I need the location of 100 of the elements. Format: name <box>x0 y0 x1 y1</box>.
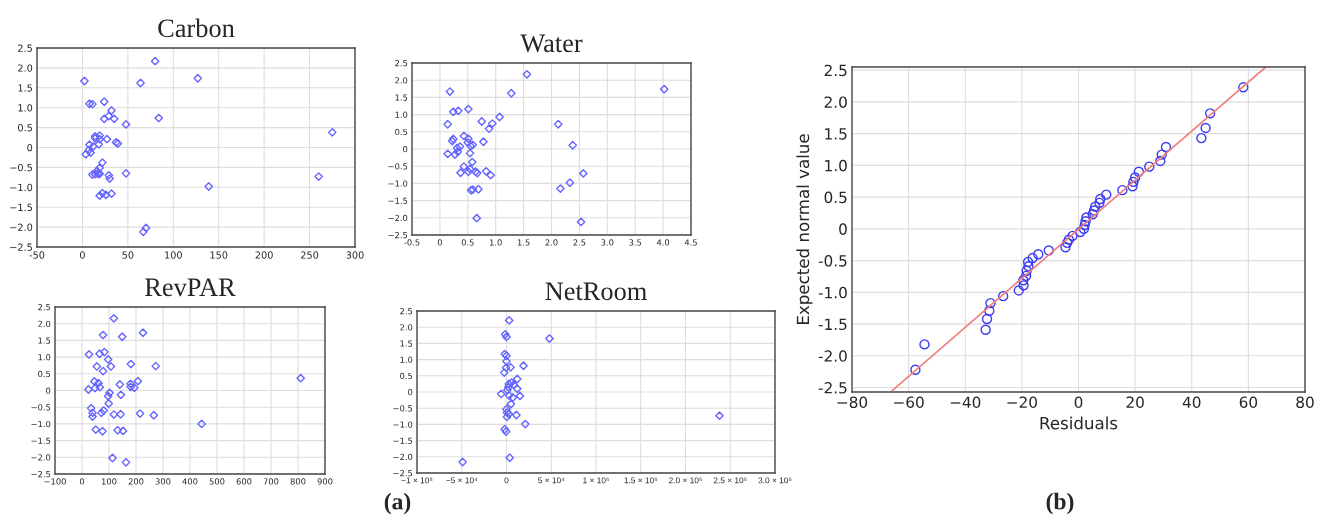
y-tick-label: −0.5 <box>31 404 51 411</box>
x-tick-label: 5 × 10⁴ <box>538 477 565 484</box>
x-tick-label: 40 <box>1182 396 1201 408</box>
y-axis-title: Expected normal value <box>796 134 813 325</box>
y-tick-label: 2.0 <box>395 77 408 84</box>
x-tick-label: 0 <box>79 251 85 259</box>
y-tick-label: −0.5 <box>393 405 413 412</box>
y-tick-label: −2.5 <box>388 231 408 239</box>
x-tick-label: 1.5 <box>517 239 530 246</box>
x-tick-label: 0.5 <box>461 239 474 246</box>
x-tick-label: −20 <box>1007 396 1037 408</box>
x-tick-label: -50 <box>29 251 45 259</box>
x-tick-label: 400 <box>182 478 198 485</box>
x-tick-label: 1 × 10⁵ <box>583 477 609 484</box>
y-tick-label: −2.0 <box>393 453 413 461</box>
y-tick-label: 2.0 <box>400 324 413 331</box>
y-tick-label: 1.0 <box>395 111 408 118</box>
y-tick-label: 0.5 <box>400 372 413 380</box>
y-tick-label: 1.5 <box>395 94 408 101</box>
y-tick-label: 0 <box>46 387 51 394</box>
y-tick-label: −2.0 <box>31 454 51 461</box>
x-tick-label: 200 <box>255 251 273 259</box>
y-tick-label: −1.0 <box>31 420 51 428</box>
x-tick-label: 900 <box>317 478 333 485</box>
y-tick-label: -2.5 <box>818 382 847 394</box>
y-tick-label: −1.5 <box>10 203 32 212</box>
x-tick-label: 80 <box>1296 396 1314 408</box>
x-tick-label: 150 <box>210 251 228 259</box>
y-tick-label: 0 <box>27 143 33 152</box>
x-tick-label: 600 <box>236 478 252 485</box>
x-tick-label: 2.0 <box>545 239 558 246</box>
x-tick-label: 2.0 × 10⁵ <box>669 477 702 484</box>
y-tick-label: 2.5 <box>395 59 408 67</box>
y-tick-label: −1.5 <box>31 437 51 444</box>
chart-title: NetRoom <box>545 282 647 301</box>
chart-title: Carbon <box>158 18 235 38</box>
y-tick-label: 1.0 <box>400 356 413 363</box>
text: (a) <box>384 492 411 515</box>
x-tick-label: 3.5 <box>629 239 642 246</box>
y-tick-label: −0.5 <box>388 163 408 170</box>
y-tick-label: −2.5 <box>10 243 32 251</box>
y-tick-label: −2.5 <box>393 469 413 477</box>
y-tick-label: -1.0 <box>818 286 847 299</box>
x-tick-label: 60 <box>1239 396 1258 408</box>
x-tick-label: 2.5 <box>573 239 586 246</box>
text: (b) <box>1046 492 1074 515</box>
x-tick-label: 3.0 <box>601 239 614 246</box>
y-tick-label: 0.5 <box>38 370 51 378</box>
x-tick-label: 1.0 <box>489 239 502 246</box>
x-tick-label: 50 <box>122 251 134 259</box>
y-tick-label: 1.5 <box>38 337 51 344</box>
y-tick-label: 0.5 <box>824 191 847 204</box>
x-tick-label: 250 <box>301 251 319 259</box>
x-tick-label: 800 <box>290 478 306 485</box>
x-tick-label: 500 <box>209 478 225 485</box>
x-tick-label: 700 <box>263 478 279 485</box>
y-tick-label: 1.5 <box>18 84 32 92</box>
y-tick-label: 0.5 <box>18 124 32 132</box>
y-tick-label: 2.5 <box>18 44 32 52</box>
y-tick-label: −1.5 <box>393 437 413 444</box>
x-tick-label: −100 <box>44 478 66 485</box>
y-tick-label: 1.0 <box>825 159 847 172</box>
y-tick-label: −1.5 <box>388 197 408 204</box>
y-tick-label: 0 <box>408 388 413 396</box>
y-tick-label: −2.0 <box>388 214 408 222</box>
y-tick-label: −1.0 <box>393 421 413 428</box>
x-tick-label: −1 × 10⁵ <box>401 477 433 484</box>
y-tick-label: 0.5 <box>395 128 408 136</box>
x-tick-label: 4.0 <box>656 239 670 246</box>
x-tick-label: 3.0 × 10⁵ <box>758 477 792 484</box>
y-tick-label: -2.0 <box>818 350 847 362</box>
y-tick-label: 2.0 <box>18 64 33 72</box>
y-tick-label: −0.5 <box>10 163 32 172</box>
y-tick-label: −1.0 <box>388 180 408 187</box>
x-tick-label: 1.5 × 10⁵ <box>624 477 658 484</box>
y-tick-label: 0 <box>839 223 847 235</box>
chart-title: RevPAR <box>145 278 236 297</box>
y-tick-label: 1.0 <box>18 104 33 112</box>
x-tick-label: 200 <box>128 478 144 485</box>
y-tick-label: -1.5 <box>818 318 847 331</box>
x-tick-label: −60 <box>894 396 924 408</box>
x-axis-title: Residuals <box>1040 416 1118 430</box>
y-tick-label: 2.5 <box>400 307 413 315</box>
x-tick-label: 100 <box>101 478 117 485</box>
x-tick-label: 4.5 <box>684 239 697 246</box>
y-tick-label: −2.0 <box>10 223 33 231</box>
y-tick-label: 2.0 <box>824 96 847 108</box>
y-tick-label: 1.0 <box>38 354 51 361</box>
x-tick-label: −40 <box>950 396 981 408</box>
x-tick-label: 300 <box>155 478 171 485</box>
x-tick-label: −80 <box>837 396 868 408</box>
y-tick-label: 0 <box>403 145 408 153</box>
y-tick-label: 2.5 <box>824 64 847 77</box>
x-tick-label: 20 <box>1126 396 1144 408</box>
x-tick-label: 0 <box>437 239 442 246</box>
x-tick-label: 300 <box>346 251 364 259</box>
x-tick-label: 100 <box>165 251 182 259</box>
y-tick-label: −1.0 <box>10 183 33 192</box>
y-tick-label: 1.5 <box>400 340 413 347</box>
x-tick-label: 0 <box>79 478 85 485</box>
